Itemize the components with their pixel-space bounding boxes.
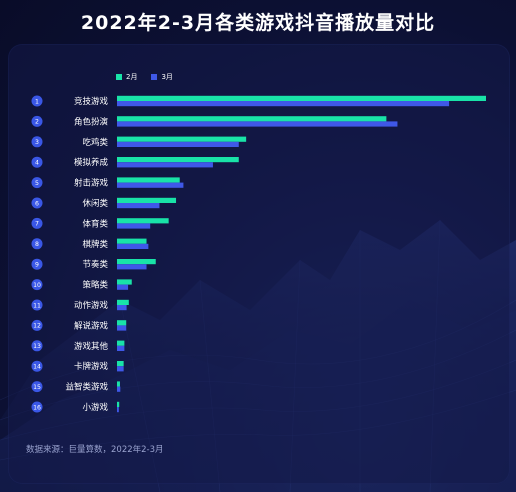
rank-label: 12 [33, 323, 41, 330]
rank-badge [31, 319, 43, 331]
rank-label: 13 [33, 343, 41, 350]
rank-badge [31, 115, 43, 127]
rank-badge [31, 258, 43, 270]
rank-label: 9 [35, 262, 39, 269]
legend-item-feb: 2月 [116, 72, 137, 82]
bar-mar [117, 305, 127, 311]
rank-label: 5 [35, 180, 39, 187]
bar-feb [117, 197, 177, 203]
category-label: 小游戏 [82, 402, 108, 413]
category-label: 射击游戏 [74, 178, 109, 189]
rank-badge [31, 177, 43, 189]
bar-feb [117, 157, 239, 163]
source-note: 数据来源：巨量算数，2022年2-3月 [26, 445, 164, 455]
bar-mar [117, 203, 160, 209]
rank-badge [31, 381, 43, 393]
bar-feb [117, 279, 132, 285]
legend-swatch-mar [151, 74, 158, 80]
bar-feb [117, 381, 120, 387]
rank-badge [31, 217, 43, 229]
category-label: 节奏类 [82, 259, 108, 270]
bar-mar [117, 284, 129, 290]
bar-feb [117, 238, 147, 244]
category-label: 竞技游戏 [74, 96, 109, 107]
rank-badge [31, 360, 43, 372]
bar-feb [117, 299, 129, 305]
rank-label: 10 [33, 282, 41, 289]
bar-mar [117, 141, 239, 147]
bar-feb [117, 401, 120, 407]
bar-mar [117, 264, 147, 270]
bar-feb [117, 340, 125, 346]
rank-label: 8 [35, 241, 39, 248]
bar-mar [117, 101, 450, 107]
bar-feb [117, 116, 387, 122]
rank-badge [31, 136, 43, 148]
rank-label: 1 [35, 98, 39, 105]
category-label: 模拟养成 [74, 157, 109, 168]
rank-badge [31, 279, 43, 291]
bar-mar [117, 223, 151, 229]
category-label: 棋牌类 [82, 239, 108, 250]
rank-badge [31, 95, 43, 107]
category-label: 动作游戏 [74, 300, 109, 311]
rank-badge [31, 156, 43, 168]
bar-mar [117, 243, 149, 249]
category-label: 体育类 [82, 218, 108, 229]
category-label: 休闲类 [82, 198, 108, 209]
bar-mar [117, 182, 184, 188]
rank-label: 3 [35, 139, 39, 146]
category-label: 角色扮演 [74, 116, 109, 127]
legend: 2月 3月 [116, 72, 173, 82]
bar-mar [117, 407, 119, 413]
rank-badge [31, 299, 43, 311]
category-label: 游戏其他 [74, 341, 109, 352]
rank-label: 14 [33, 364, 41, 371]
rank-badge [31, 401, 43, 413]
bar-feb [117, 136, 247, 142]
rank-label: 2 [35, 119, 39, 126]
bar-feb [117, 218, 169, 224]
chart-title: 2022年2-3月各类游戏抖音播放量对比 [80, 12, 436, 34]
rank-badge [31, 238, 43, 250]
bar-mar [117, 345, 125, 351]
bar-mar [117, 366, 124, 372]
rank-badge [31, 340, 43, 352]
rank-label: 7 [35, 221, 39, 228]
rank-label: 6 [35, 200, 39, 207]
category-label: 策略类 [82, 280, 108, 291]
legend-label-mar: 3月 [161, 73, 173, 81]
bar-feb [117, 177, 180, 183]
category-label: 解说游戏 [74, 320, 109, 331]
category-label: 卡牌游戏 [74, 361, 109, 372]
category-label: 益智类游戏 [65, 382, 108, 393]
category-label: 吃鸡类 [82, 137, 108, 148]
bar-feb [117, 95, 486, 101]
rank-label: 16 [33, 404, 41, 411]
legend-swatch-feb [116, 74, 122, 80]
rank-label: 11 [33, 302, 41, 309]
legend-item-mar: 3月 [151, 72, 173, 82]
rank-label: 4 [35, 160, 39, 167]
legend-label-feb: 2月 [126, 73, 138, 81]
bar-feb [117, 320, 127, 326]
bar-feb [117, 259, 156, 265]
bar-mar [117, 121, 398, 127]
bar-mar [117, 162, 213, 168]
bar-mar [117, 386, 121, 392]
rank-label: 15 [33, 384, 41, 391]
bar-feb [117, 361, 124, 367]
bar-mar [117, 325, 127, 331]
rank-badge [31, 197, 43, 209]
